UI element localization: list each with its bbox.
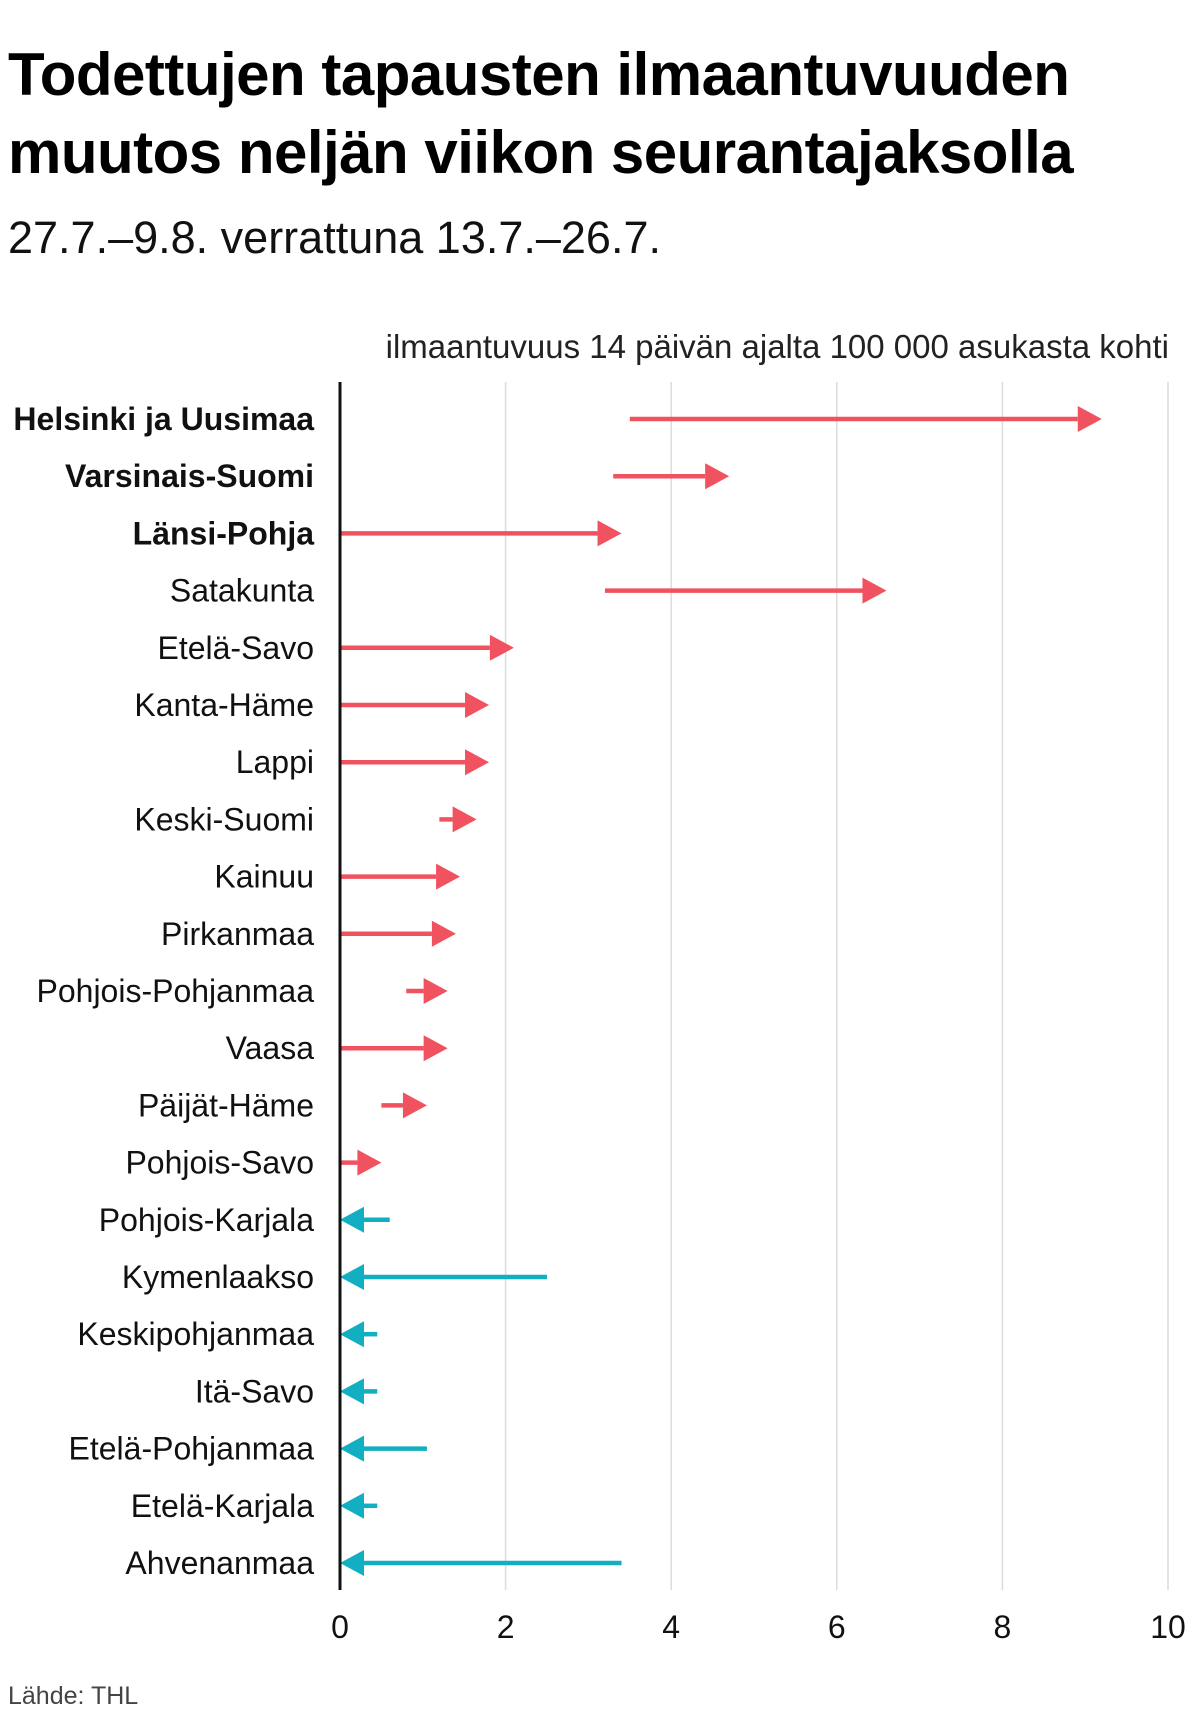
arrow-head: [465, 692, 490, 718]
category-label: Itä-Savo: [195, 1373, 314, 1409]
arrow-increase: [340, 1149, 382, 1176]
category-label: Vaasa: [226, 1030, 315, 1066]
arrow-head: [465, 749, 490, 776]
arrow-increase: [439, 806, 477, 833]
category-label: Etelä-Savo: [157, 630, 314, 666]
arrow-increase: [340, 1035, 448, 1062]
arrow-increase: [340, 863, 461, 890]
arrow-increase: [340, 692, 490, 718]
x-tick-label: 10: [1150, 1609, 1186, 1645]
category-label: Helsinki ja Uusimaa: [13, 401, 314, 437]
category-label: Kainuu: [214, 859, 314, 895]
arrow-head: [862, 577, 887, 604]
category-label: Etelä-Pohjanmaa: [69, 1431, 315, 1467]
category-label: Pohjois-Savo: [125, 1145, 314, 1181]
x-tick-label: 2: [497, 1609, 515, 1645]
arrow-head: [431, 920, 456, 947]
source-note: Lähde: THL: [8, 1682, 139, 1710]
category-label: Satakunta: [170, 573, 314, 609]
arrow-head: [340, 1550, 364, 1576]
arrow-head: [357, 1149, 382, 1176]
category-label: Kymenlaakso: [122, 1259, 314, 1295]
arrow-head: [340, 1264, 364, 1290]
arrow-head: [340, 1206, 364, 1233]
arrow-head: [1077, 406, 1102, 432]
arrow-head: [340, 1435, 364, 1462]
category-label: Varsinais-Suomi: [65, 458, 314, 494]
category-label: Keski-Suomi: [134, 801, 314, 837]
arrow-head: [340, 1321, 364, 1348]
arrow-decrease: [340, 1206, 390, 1233]
x-tick-label: 6: [828, 1609, 846, 1645]
arrow-decrease: [340, 1321, 378, 1348]
chart-subtitle: 27.7.–9.8. verrattuna 13.7.–26.7.: [8, 212, 661, 263]
category-label: Ahvenanmaa: [125, 1545, 314, 1581]
x-axis-title: ilmaantuvuus 14 päivän ajalta 100 000 as…: [385, 328, 1169, 365]
category-label: Pohjois-Karjala: [99, 1202, 314, 1238]
category-label: Kanta-Häme: [134, 687, 314, 723]
arrow-increase: [340, 749, 490, 776]
category-label: Keskipohjanmaa: [77, 1316, 314, 1352]
category-label: Päijät-Häme: [138, 1087, 314, 1123]
arrow-increase: [629, 406, 1102, 432]
category-labels: Helsinki ja Uusimaa Varsinais-Suomi Länsi-…: [13, 401, 314, 1581]
arrow-head: [597, 520, 622, 547]
arrow-head: [489, 634, 514, 661]
arrow-head: [423, 978, 448, 1004]
arrow-head: [436, 863, 461, 890]
category-label: Pirkanmaa: [161, 916, 314, 952]
arrow-decrease: [340, 1378, 378, 1405]
category-label: Lappi: [236, 744, 314, 780]
arrow-decrease: [340, 1550, 622, 1576]
category-label: Länsi-Pohja: [133, 515, 315, 551]
arrows: [340, 406, 1102, 1576]
category-label: Etelä-Karjala: [131, 1488, 314, 1524]
gridlines: [504, 382, 1169, 1590]
category-label: Pohjois-Pohjanmaa: [37, 973, 315, 1009]
arrow-head: [423, 1035, 448, 1062]
arrow-decrease: [340, 1492, 378, 1519]
arrow-head: [340, 1378, 364, 1405]
x-tick-label: 8: [994, 1609, 1012, 1645]
arrow-decrease: [340, 1435, 427, 1462]
arrow-increase: [613, 463, 730, 490]
arrow-increase: [406, 978, 448, 1004]
x-tick-labels: 0 2 4 6 8 10: [331, 1609, 1186, 1645]
arrow-head: [402, 1092, 427, 1119]
arrow-increase: [340, 634, 514, 661]
x-tick-label: 0: [331, 1609, 349, 1645]
arrow-head: [340, 1492, 364, 1519]
arrow-decrease: [340, 1264, 547, 1290]
x-tick-label: 4: [662, 1609, 680, 1645]
arrow-head: [452, 806, 477, 833]
arrow-increase: [340, 520, 622, 547]
arrow-increase: [340, 920, 456, 947]
arrow-head: [705, 463, 730, 490]
arrow-increase: [604, 577, 887, 604]
arrow-increase: [381, 1092, 427, 1119]
chart-title: Todettujen tapausten ilmaantuvuuden muut…: [8, 41, 1074, 186]
